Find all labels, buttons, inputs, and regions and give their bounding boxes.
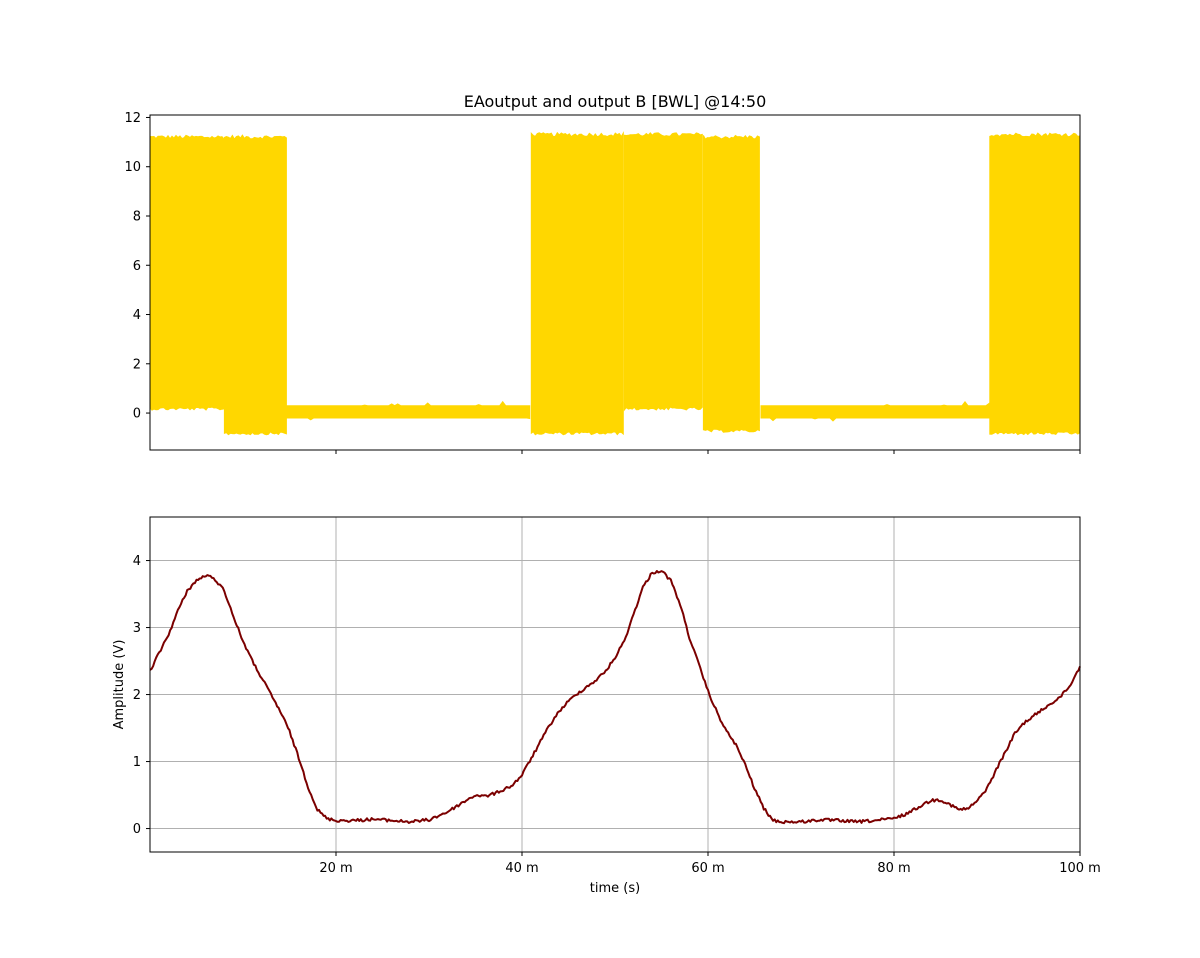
top-plot-frame	[149, 114, 1081, 451]
top-series-switching-segment	[623, 132, 703, 412]
top-y-tick-label: 8	[133, 209, 141, 224]
bottom-x-tick-label: 20 m	[319, 861, 352, 876]
top-series-switching-segment	[149, 134, 225, 411]
bottom-y-tick-label: 4	[133, 554, 141, 569]
bottom-x-tick-label: 60 m	[691, 861, 724, 876]
bottom-plot-y-axis: 0 1 2 3 4	[133, 554, 150, 837]
top-plot-x-axis	[335, 450, 1081, 454]
top-plot-y-axis: 0 2 4 6 8 10 12	[124, 111, 150, 422]
bottom-plot: 0 1 2 3 4 20 m 40 m 60 m 80 m 100 m time (s) Amp…	[112, 516, 1101, 896]
bottom-y-tick-label: 1	[133, 755, 141, 770]
bottom-plot-frame	[149, 516, 1081, 853]
top-y-tick-label: 2	[133, 357, 141, 372]
top-plot: 0 2 4 6 8 10 12 EAoutput and output B [BWL] @1…	[124, 92, 1081, 454]
bottom-plot-x-axis: 20 m 40 m 60 m 80 m 100 m	[319, 852, 1101, 876]
bottom-x-tick-label: 100 m	[1059, 861, 1101, 876]
y-axis-label: Amplitude (V)	[112, 640, 127, 730]
top-y-tick-label: 4	[133, 308, 141, 323]
bottom-y-tick-label: 2	[133, 688, 141, 703]
top-series-idle-segment	[286, 400, 531, 421]
amplitude-series-line	[149, 570, 1081, 825]
top-y-tick-label: 12	[124, 111, 141, 126]
top-y-tick-label: 0	[133, 407, 141, 422]
top-y-tick-label: 6	[133, 259, 141, 274]
bottom-y-tick-label: 3	[133, 621, 141, 636]
bottom-plot-background	[150, 517, 1080, 852]
top-series-idle-segment	[760, 400, 990, 422]
top-series-switching-segment	[223, 134, 287, 436]
bottom-y-tick-label: 0	[133, 822, 141, 837]
chart-title: EAoutput and output B [BWL] @14:50	[464, 92, 767, 111]
bottom-plot-series	[149, 570, 1081, 825]
top-series-switching-segment	[702, 134, 760, 433]
top-series-switching-segment	[989, 132, 1081, 436]
x-axis-label: time (s)	[590, 881, 640, 896]
top-y-tick-label: 10	[124, 160, 141, 175]
top-plot-series	[149, 131, 1081, 436]
bottom-x-tick-label: 80 m	[877, 861, 910, 876]
top-series-switching-segment	[530, 131, 624, 436]
bottom-x-tick-label: 40 m	[505, 861, 538, 876]
